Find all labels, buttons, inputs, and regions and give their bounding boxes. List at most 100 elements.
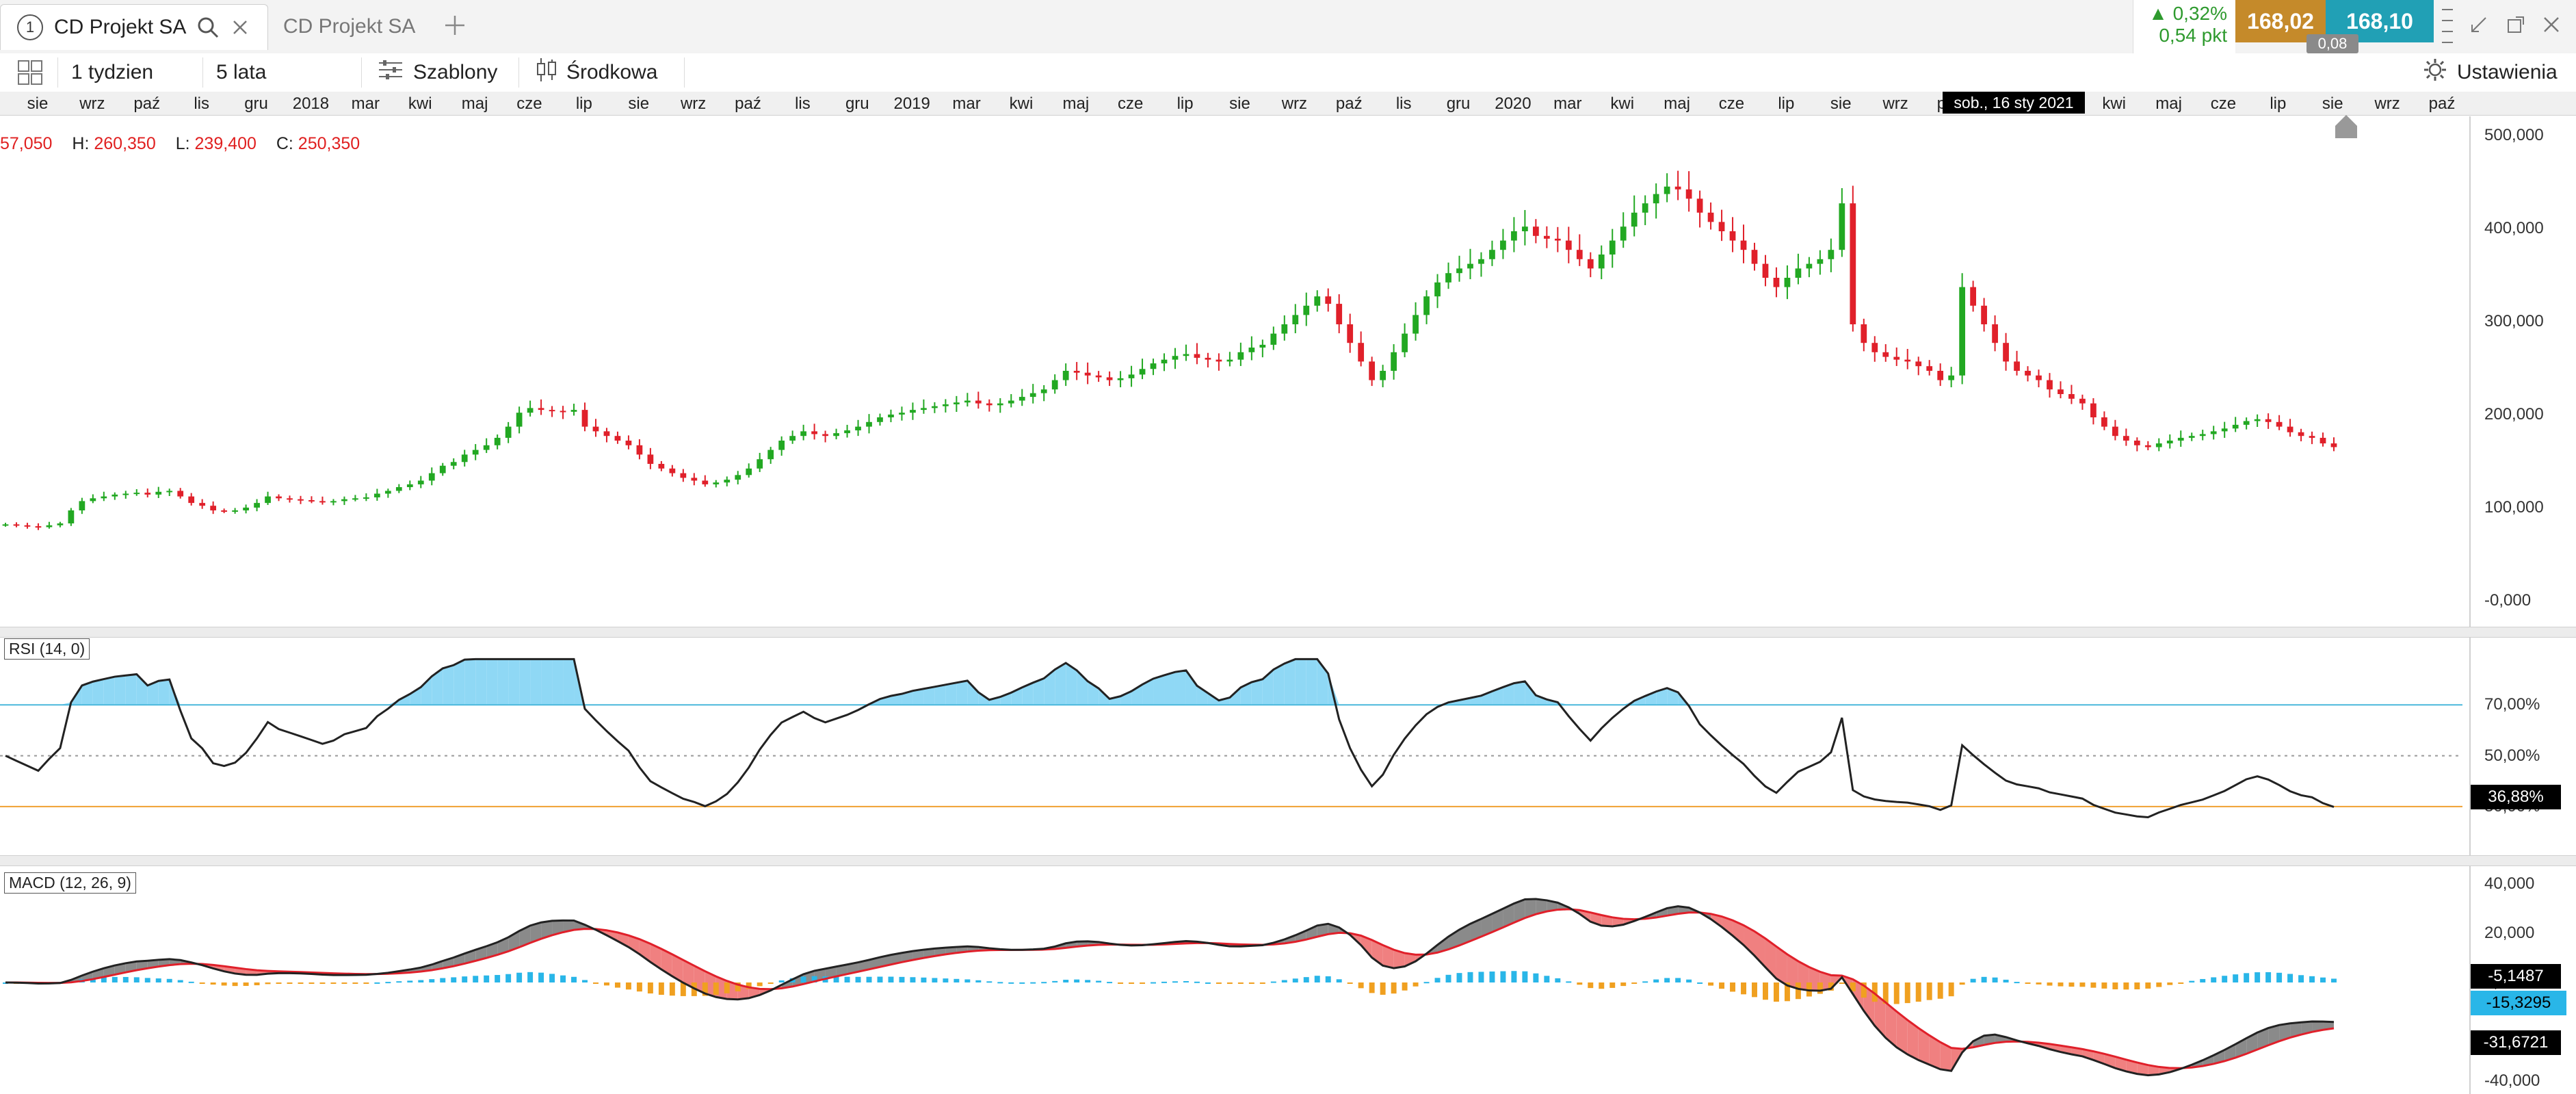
macd-histogram-bar <box>1118 982 1124 984</box>
scroll-marker-icon[interactable] <box>2335 115 2357 126</box>
candle-body <box>1861 324 1867 343</box>
price-axis-label: 300,000 <box>2484 312 2544 330</box>
rsi-overbought-fill <box>552 659 564 705</box>
candle-body <box>1729 231 1736 241</box>
candle-body <box>757 459 763 469</box>
macd-histogram-bar <box>877 976 883 982</box>
search-icon[interactable] <box>196 15 220 40</box>
macd-histogram-bar <box>1970 978 1976 982</box>
macd-cloud-up <box>2257 1028 2269 1050</box>
time-axis[interactable]: sie wrz paź lis gru 2018 mar kwi maj cze lip sie wrz… <box>0 92 2576 116</box>
macd-histogram-bar <box>1664 978 1670 982</box>
popout-icon[interactable] <box>2506 15 2525 34</box>
interval-select[interactable]: 1 tydzien <box>71 61 154 83</box>
candle-body <box>953 402 960 404</box>
candle-body <box>2133 441 2140 445</box>
rsi-chart[interactable] <box>0 638 2462 843</box>
macd-cloud-down <box>1940 1042 1951 1071</box>
candle-body <box>1806 263 1813 269</box>
candle-body <box>1183 354 1190 356</box>
price-chart[interactable] <box>0 116 2462 623</box>
candle-body <box>461 454 468 463</box>
macd-histogram-bar <box>943 978 949 982</box>
time-axis-label: kwi <box>2102 94 2127 113</box>
ohlc-low-key: L: <box>175 134 190 153</box>
candle-body <box>1073 371 1080 373</box>
candle-body <box>1194 354 1200 358</box>
time-axis-label: mar <box>952 94 981 113</box>
macd-histogram-bar <box>636 982 642 992</box>
macd-histogram-bar <box>1325 976 1331 982</box>
rsi-overbought-fill <box>519 659 531 705</box>
rsi-label[interactable]: RSI (14, 0) <box>4 638 90 660</box>
candle-body <box>494 437 501 445</box>
pane-divider-macd[interactable] <box>0 855 2576 866</box>
templates-button[interactable]: Szablony <box>378 53 497 92</box>
candle-body <box>122 493 129 495</box>
macd-histogram-bar <box>2167 982 2173 985</box>
macd-histogram-bar <box>757 982 763 987</box>
tab-cd-projekt-active[interactable]: 1 CD Projekt SA <box>0 4 268 50</box>
macd-histogram-bar <box>855 976 861 982</box>
macd-cloud-up <box>2312 1021 2324 1032</box>
macd-histogram-bar <box>724 982 730 993</box>
rsi-overbought-fill <box>1262 669 1274 705</box>
layout-icon[interactable] <box>16 53 44 92</box>
macd-histogram-bar <box>746 982 752 989</box>
add-tab-icon[interactable] <box>443 14 466 37</box>
minimize-icon[interactable] <box>2469 15 2488 34</box>
close-icon[interactable] <box>231 18 249 36</box>
time-axis-label: sie <box>2322 94 2343 113</box>
macd-histogram-bar <box>341 982 347 984</box>
macd-cloud-up <box>1448 929 1460 950</box>
macd-cloud-down <box>1765 938 1776 979</box>
macd-histogram-bar <box>2320 977 2326 982</box>
time-axis-label: paź <box>735 94 761 113</box>
macd-histogram-bar <box>560 975 566 982</box>
candle-body <box>669 468 676 473</box>
candle-body <box>1871 343 1878 352</box>
macd-histogram-bar <box>2298 975 2304 982</box>
rsi-overbought-fill <box>92 679 104 705</box>
candle-body <box>986 403 993 406</box>
candle-body <box>1970 287 1976 306</box>
macd-chart[interactable] <box>0 866 2462 1092</box>
macd-histogram-bar <box>1773 982 1779 1002</box>
macd-histogram-bar <box>538 972 544 982</box>
candle-body <box>1674 186 1681 190</box>
candle-body <box>735 475 741 480</box>
macd-histogram-bar <box>614 982 620 988</box>
bid-button[interactable]: 168,02 <box>2235 0 2326 42</box>
candle-body <box>276 496 282 499</box>
tab-cd-projekt-inactive[interactable]: CD Projekt SA <box>268 4 441 49</box>
macd-histogram-bar <box>1369 982 1375 993</box>
close-window-icon[interactable] <box>2542 15 2561 34</box>
time-axis-label: kwi <box>408 94 432 113</box>
candle-body <box>1631 212 1638 227</box>
rsi-axis-label: 50,00% <box>2484 746 2540 765</box>
macd-histogram-bar <box>495 975 501 982</box>
candle-body <box>232 510 238 512</box>
candle-body <box>2276 421 2283 427</box>
macd-cloud-down <box>726 980 738 1000</box>
candle-body <box>592 426 599 432</box>
settings-button[interactable]: Ustawienia <box>2423 53 2558 92</box>
pane-divider-rsi[interactable] <box>0 627 2576 638</box>
range-select[interactable]: 5 lata <box>216 61 267 83</box>
candle-body <box>778 441 785 450</box>
macd-cloud-up <box>2203 1055 2214 1067</box>
macd-histogram-bar <box>1926 982 1932 1000</box>
macd-cloud-up <box>2213 1050 2225 1064</box>
macd-label[interactable]: MACD (12, 26, 9) <box>4 872 136 894</box>
chart-style-button[interactable]: Środkowa <box>535 53 657 92</box>
rsi-overbought-fill <box>486 659 498 705</box>
macd-histogram-bar <box>363 982 369 984</box>
macd-cloud-down <box>1361 935 1372 958</box>
candle-body <box>188 496 195 504</box>
drag-handle-icon[interactable] <box>2441 4 2454 49</box>
candle-body <box>833 433 839 437</box>
time-axis-label: sie <box>27 94 49 113</box>
macd-histogram-bar <box>298 982 304 984</box>
scroll-marker-body[interactable] <box>2335 126 2357 138</box>
candle-body <box>287 498 293 500</box>
